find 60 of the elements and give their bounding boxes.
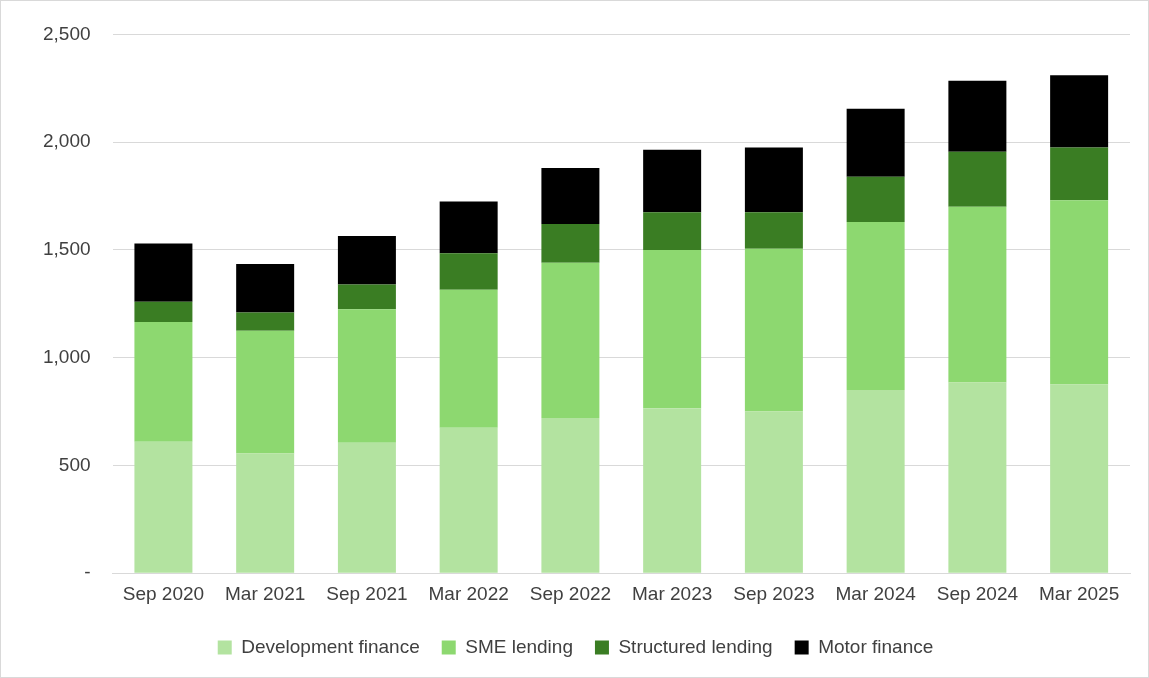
- bar: [948, 382, 1007, 573]
- legend-label: Structured lending: [618, 635, 773, 657]
- bar: [1050, 200, 1109, 385]
- bar: [439, 201, 498, 254]
- bar: [134, 441, 193, 573]
- bar: [236, 312, 295, 331]
- x-tick-label: Sep 2021: [326, 582, 408, 604]
- x-tick-label: Sep 2022: [529, 582, 612, 604]
- bar: [744, 411, 803, 573]
- bar: [948, 80, 1007, 152]
- bar: [236, 330, 295, 454]
- bar: [643, 408, 702, 573]
- bar: [236, 453, 295, 573]
- bar: [541, 224, 600, 263]
- x-tick-label: Sep 2020: [122, 582, 205, 604]
- x-tick-label: Mar 2023: [632, 582, 713, 604]
- bar: [1050, 384, 1109, 573]
- legend-label: SME lending: [465, 635, 573, 657]
- bar: [1050, 75, 1109, 148]
- bar: [541, 262, 600, 419]
- bar: [541, 418, 600, 573]
- bar: [846, 176, 905, 222]
- y-tick-label: -: [84, 561, 91, 583]
- bar: [439, 427, 498, 573]
- bar: [134, 322, 193, 442]
- y-tick-label: 1,500: [43, 238, 91, 260]
- bar: [439, 253, 498, 290]
- bar: [948, 151, 1007, 207]
- x-tick-label: Sep 2024: [936, 582, 1019, 604]
- x-tick-label: Mar 2025: [1038, 582, 1120, 604]
- x-tick-label: Mar 2022: [428, 582, 509, 604]
- x-tick-label: Sep 2023: [733, 582, 815, 604]
- x-tick-label: Mar 2024: [835, 582, 917, 604]
- bar: [236, 263, 295, 313]
- y-tick-label: 1,000: [43, 345, 91, 367]
- bar: [744, 212, 803, 249]
- y-tick-label: 2,000: [43, 130, 91, 152]
- bar: [337, 284, 396, 310]
- bar: [1050, 147, 1109, 201]
- bar: [541, 168, 600, 225]
- bar: [846, 390, 905, 573]
- bar: [744, 147, 803, 213]
- bar: [337, 309, 396, 443]
- bar: [134, 301, 193, 323]
- bar: [846, 108, 905, 177]
- bar: [643, 212, 702, 250]
- bar: [643, 149, 702, 213]
- bar: [439, 289, 498, 428]
- bar: [643, 249, 702, 409]
- bar: [337, 442, 396, 573]
- y-tick-label: 2,500: [43, 22, 91, 44]
- bar: [744, 248, 803, 412]
- x-tick-label: Mar 2021: [225, 582, 306, 604]
- y-tick-label: 500: [58, 453, 91, 475]
- bar: [948, 206, 1007, 383]
- legend-label: Development finance: [241, 635, 420, 657]
- legend-label: Motor finance: [818, 635, 934, 657]
- bar: [134, 243, 193, 302]
- bar: [846, 221, 905, 391]
- bar: [337, 235, 396, 285]
